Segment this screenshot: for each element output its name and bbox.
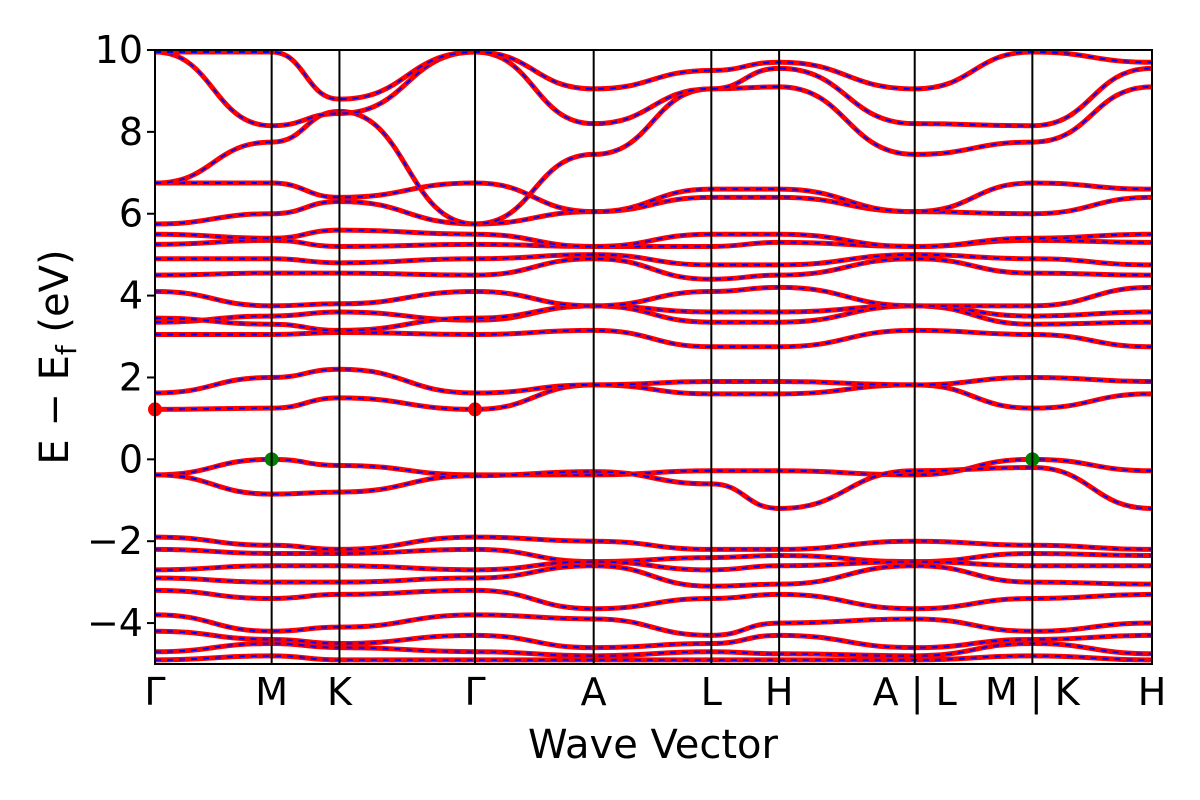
band-spin-down-19 (154, 560, 1152, 571)
y-tick-label-1: 8 (119, 110, 143, 154)
band-spin-down-6 (154, 304, 1153, 332)
band-spin-up-7 (154, 284, 1153, 309)
band-spin-up-22 (154, 612, 1153, 638)
band-spin-up-24 (154, 641, 1153, 659)
x-tick-label-0: Γ (144, 670, 165, 714)
band-spin-down-16 (155, 51, 1153, 101)
y-axis-title-sub: f (50, 344, 83, 355)
y-axis-ticks: 10 8 6 4 2 0 −2 −4 (87, 28, 155, 645)
band-spin-up-15 (154, 49, 1153, 129)
x-tick-label-6: H (765, 670, 794, 714)
x-tick-label-7: A | L (873, 670, 957, 715)
x-tick-label-9: H (1138, 670, 1167, 714)
band-spin-up-18 (154, 546, 1153, 565)
y-tick-label-2: 6 (119, 192, 143, 236)
x-tick-label-4: A (581, 670, 607, 714)
x-tick-label-5: L (701, 670, 722, 714)
x-tick-label-8: M | K (985, 670, 1081, 715)
y-tick-label-7: −4 (87, 601, 143, 645)
y-axis-title-unit: (eV) (32, 249, 78, 345)
band-spin-down-1 (154, 466, 1153, 510)
bands-layer (154, 49, 1153, 663)
y-axis-title: E − Ef (eV) (32, 249, 83, 464)
band-spin-up-14 (154, 84, 1153, 227)
y-tick-label-0: 10 (95, 28, 143, 72)
y-tick-label-6: −2 (87, 519, 143, 563)
band-spin-down-9 (154, 253, 1153, 266)
band-spin-down-25 (154, 654, 1153, 661)
band-spin-down-2 (154, 383, 1153, 411)
plot-frame (154, 49, 1153, 665)
band-spin-down-23 (154, 630, 1153, 649)
band-spin-down-11 (154, 229, 1153, 248)
band-spin-down-22 (154, 613, 1153, 637)
y-tick-label-4: 2 (119, 355, 143, 399)
band-spin-down-3 (154, 368, 1153, 395)
band-spin-down-5 (154, 304, 1153, 324)
y-axis-title-main: E − E (32, 355, 78, 465)
band-spin-down-4 (154, 329, 1153, 348)
y-tick-label-3: 4 (119, 274, 143, 318)
band-spin-down-12 (154, 196, 1153, 225)
band-spin-down-20 (154, 564, 1153, 588)
band-spin-down-15 (154, 51, 1153, 127)
x-axis-title: Wave Vector (528, 722, 779, 768)
band-spin-down-7 (154, 286, 1153, 307)
x-tick-label-3: Γ (464, 670, 485, 714)
band-spin-up-20 (154, 563, 1153, 589)
band-spin-down-21 (154, 589, 1153, 610)
band-spin-down-8 (154, 257, 1153, 281)
band-spin-down-18 (154, 548, 1153, 563)
x-tick-label-2: K (327, 670, 353, 714)
x-tick-label-1: M (255, 670, 288, 714)
y-tick-label-5: 0 (119, 437, 143, 481)
band-spin-down-0 (154, 458, 1153, 476)
band-spin-down-13 (155, 182, 1153, 213)
band-spin-down-17 (154, 536, 1153, 551)
kpoint-divider-lines (270, 50, 1034, 664)
band-spin-up-17 (154, 534, 1153, 552)
